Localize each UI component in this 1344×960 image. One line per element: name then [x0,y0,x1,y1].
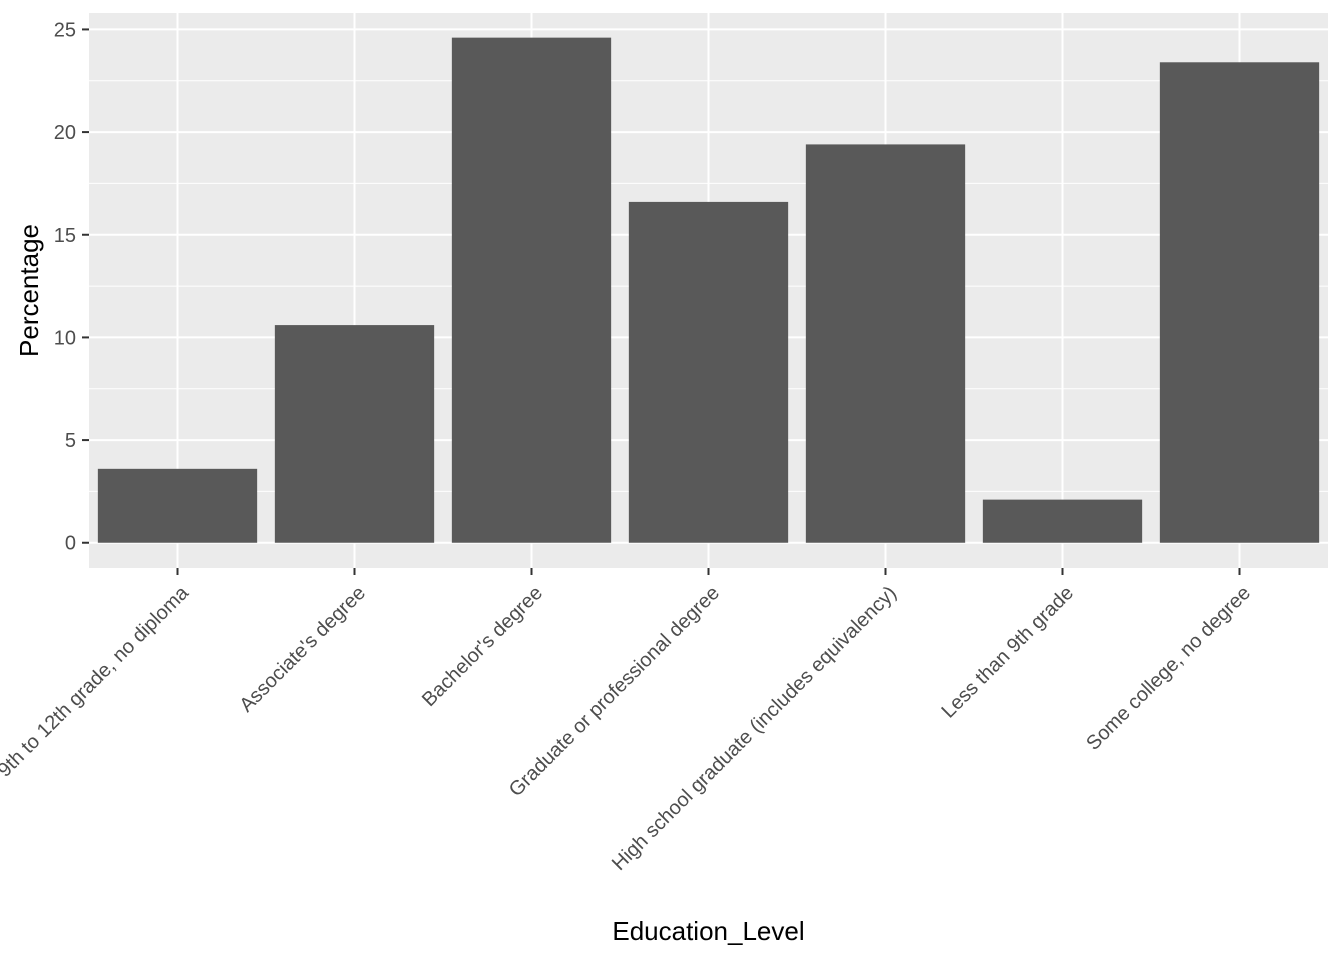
x-axis-title: Education_Level [612,916,804,946]
y-axis: 0 5 10 15 20 25 [54,19,89,555]
bar [982,499,1143,543]
bar [274,325,435,543]
x-axis: 9th to 12th grade, no diploma Associate's… [0,568,1255,875]
y-tick-label: 10 [54,327,76,349]
bar [1159,62,1320,543]
bar [97,468,258,543]
y-axis-title: Percentage [14,224,44,357]
bar [628,201,789,543]
x-tick-label: Less than 9th grade [937,582,1078,723]
y-tick-label: 15 [54,225,76,247]
x-tick-label: Associate's degree [235,582,370,717]
bar [451,37,612,543]
x-tick-label: Some college, no degree [1082,582,1255,755]
x-tick-label: High school graduate (includes equivalen… [608,582,901,875]
y-tick-label: 25 [54,19,76,41]
x-tick-label: 9th to 12th grade, no diploma [0,581,194,781]
y-tick-label: 5 [65,430,76,452]
y-tick-label: 20 [54,122,76,144]
bar [805,144,966,543]
y-tick-label: 0 [65,533,76,555]
bars [97,37,1320,543]
x-tick-label: Bachelor's degree [418,582,547,711]
x-tick-label: Graduate or professional degree [505,582,724,801]
